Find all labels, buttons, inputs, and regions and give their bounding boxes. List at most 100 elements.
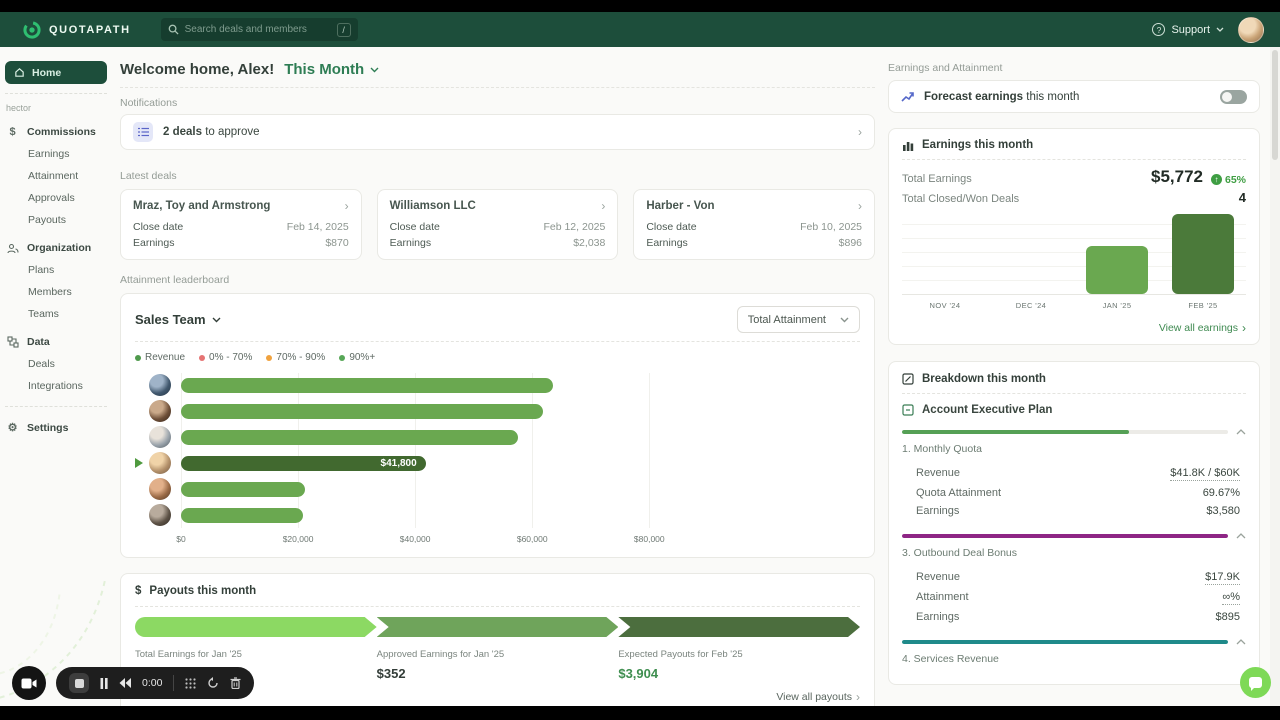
period-selector[interactable]: This Month [284,61,379,78]
stop-recording-button[interactable] [69,673,89,693]
chevron-right-icon: › [858,125,862,139]
sidebar-item-payouts[interactable]: Payouts [28,214,66,226]
sidebar-item-integrations[interactable]: Integrations [28,380,83,392]
camera-button[interactable] [12,666,46,700]
sidebar-item-commissions[interactable]: $ Commissions [0,121,112,143]
letterbox-bottom [0,706,1280,720]
leaderboard-x-axis: $0 $20,000 $40,000 $60,000 $80,000 [176,534,665,544]
search-input[interactable] [184,24,331,35]
sidebar-item-plans[interactable]: Plans [28,264,55,276]
leaderboard-row[interactable] [149,399,860,424]
leaderboard-row[interactable] [149,477,860,502]
deal-card[interactable]: Harber - Von › Close date Feb 10, 2025 Ea… [633,189,876,260]
deal-card[interactable]: Williamson LLC › Close date Feb 12, 2025 … [376,189,619,260]
team-selector[interactable]: Sales Team [135,312,221,327]
close-date-value: Feb 14, 2025 [286,221,349,233]
stat-label: Total Earnings for Jan '25 [135,649,242,660]
metric-dropdown[interactable]: Total Attainment [736,306,860,333]
chevron-up-icon[interactable] [1236,429,1246,435]
leaderboard-row[interactable] [149,503,860,528]
scrollbar[interactable] [1270,47,1280,706]
sidebar-item-attainment[interactable]: Attainment [28,170,79,182]
sidebar-item-home[interactable]: Home [5,61,107,84]
breakdown-section: 3. Outbound Deal Bonus Revenue $17.9K Att… [902,533,1246,626]
total-earnings-value: $5,772 [1150,167,1203,186]
pause-button[interactable] [100,677,108,689]
sidebar-item-organization[interactable]: Organization [0,237,112,259]
restart-recording-button[interactable] [207,677,219,689]
revenue-value[interactable]: $41.8K / $60K [1170,467,1240,481]
chevron-right-icon: › [856,690,860,704]
leaderboard-bar [181,430,519,445]
deal-title: Williamson LLC [389,200,476,212]
notifications-section-label: Notifications [120,97,178,109]
closed-won-value: 4 [1238,190,1246,205]
earnings-label: Earnings [646,237,688,249]
earnings-value: $895 [1215,611,1240,623]
chevron-up-icon[interactable] [1236,533,1246,539]
home-icon [15,68,24,77]
global-search[interactable]: / [160,18,358,41]
quotapath-logo-icon [23,20,41,39]
notification-card[interactable]: 2 deals to approve › [120,114,875,150]
sidebar-item-settings[interactable]: ⚙ Settings [7,421,69,435]
leaderboard-row[interactable] [149,425,860,450]
divider [902,159,1246,160]
sidebar-item-label: Home [32,66,62,79]
stat-value: $352 [376,666,406,681]
drag-handle-icon[interactable] [185,677,197,689]
divider [120,87,875,88]
sidebar-item-teams[interactable]: Teams [28,308,59,320]
sidebar-item-approvals[interactable]: Approvals [28,192,75,204]
delete-recording-button[interactable] [230,677,241,689]
deal-title: Harber - Von [646,200,715,212]
bar-chart-icon [903,141,914,151]
divider [135,606,860,607]
gear-icon: ⚙ [7,422,18,434]
deals-list-icon [133,122,153,142]
breakdown-icon [902,373,914,385]
notification-text: to approve [205,126,260,138]
sidebar-item-members[interactable]: Members [28,286,72,298]
deal-title: Mraz, Toy and Armstrong [133,200,271,212]
letterbox-top [0,0,1280,12]
chevron-right-icon: › [858,199,863,213]
sidebar-item-deals[interactable]: Deals [28,358,55,370]
view-all-earnings-link[interactable]: View all earnings › [1158,321,1246,335]
user-avatar[interactable] [1238,16,1264,43]
leaderboard-bar [181,378,553,393]
growth-badge: ↑ 65% [1210,174,1246,186]
avatar [149,374,171,396]
support-menu[interactable]: ? Support [1152,23,1224,36]
view-all-payouts-link[interactable]: View all payouts › [776,690,860,704]
section-name: 4. Services Revenue [902,653,999,665]
sidebar-item-earnings[interactable]: Earnings [28,148,70,160]
plan-row[interactable]: Account Executive Plan [902,404,1246,416]
attainment-value[interactable]: ∞% [1222,591,1240,605]
leaderboard-bar [181,482,306,497]
sidebar-navigation: Home hector $ Commissions Earnings Attai… [0,47,112,706]
avatar [149,400,171,422]
panel-section-label: Earnings and Attainment [888,62,1003,74]
current-user-marker-icon [135,458,143,468]
forecast-label: Forecast earnings [924,90,1024,103]
rewind-button[interactable] [119,678,131,688]
deal-card[interactable]: Mraz, Toy and Armstrong › Close date Feb … [120,189,362,260]
leaderboard-row[interactable] [149,373,860,398]
leaderboard-row-highlighted[interactable]: $41,800 [135,451,860,476]
close-date-label: Close date [646,221,697,233]
arrow-up-icon: ↑ [1210,174,1222,185]
sidebar-item-data[interactable]: Data [0,331,112,353]
revenue-value[interactable]: $17.9K [1205,571,1240,585]
avatar [149,452,171,474]
funnel-stage [618,617,860,637]
scrollbar-thumb[interactable] [1272,50,1278,160]
forecast-toggle[interactable] [1220,89,1247,104]
chevron-up-icon[interactable] [1236,639,1246,645]
chat-launcher-button[interactable] [1240,667,1271,698]
page-title: Welcome home, Alex! [120,61,275,78]
legend-dot-mid [266,354,273,361]
quotapath-logo[interactable]: QUOTAPATH [22,20,131,40]
people-icon [6,243,19,254]
brand-name: QUOTAPATH [49,23,131,36]
